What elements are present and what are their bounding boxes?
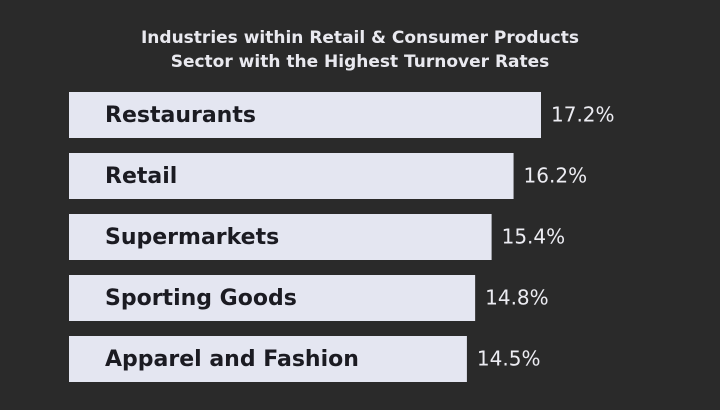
bar [69,275,476,321]
category-label: Sporting Goods [105,286,297,311]
bar [69,214,492,260]
category-label: Apparel and Fashion [105,347,359,372]
category-label: Restaurants [105,103,256,128]
category-label: Supermarkets [105,225,279,250]
chart-title: Industries within Retail & Consumer Prod… [140,28,579,72]
bar [69,336,467,382]
value-label: 14.5% [477,347,541,371]
bar [69,92,541,138]
value-label: 16.2% [524,164,588,188]
value-label: 15.4% [502,225,566,249]
value-label: 17.2% [551,103,615,127]
category-label: Retail [105,164,177,189]
value-label: 14.8% [485,286,549,310]
bar [69,153,514,199]
